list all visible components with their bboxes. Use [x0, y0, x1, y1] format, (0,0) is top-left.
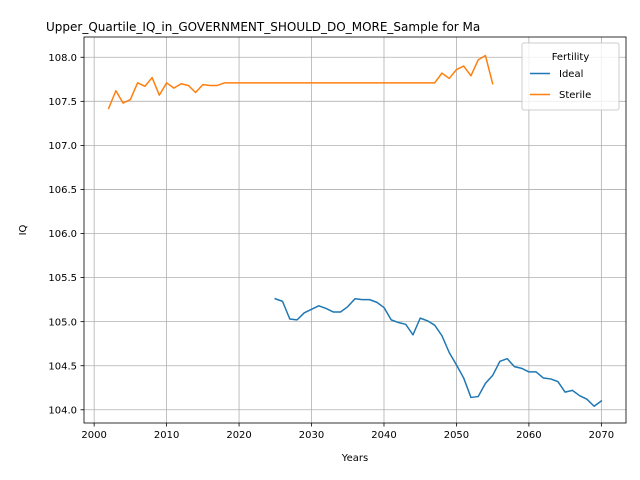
- x-tick-label: 2000: [81, 430, 106, 441]
- y-tick-label: 104.0: [48, 405, 77, 416]
- x-axis-ticks: 2000 2010 2020 2030 2040 2050 2060 2070: [81, 423, 614, 441]
- y-tick-label: 105.0: [48, 317, 77, 328]
- y-tick-label: 104.5: [48, 361, 77, 372]
- x-tick-label: 2040: [371, 430, 396, 441]
- series-layer: [107, 54, 603, 408]
- legend: Fertility Ideal Sterile: [521, 42, 620, 111]
- x-tick-label: 2010: [154, 430, 179, 441]
- y-tick-label: 107.0: [48, 141, 77, 152]
- x-tick-label: 2030: [299, 430, 324, 441]
- legend-title: Fertility: [552, 52, 590, 63]
- chart-title: Upper_Quartile_IQ_in_GOVERNMENT_SHOULD_D…: [46, 20, 480, 34]
- y-tick-label: 106.5: [48, 185, 77, 196]
- series-line-ideal: [274, 297, 603, 408]
- x-tick-label: 2020: [226, 430, 251, 441]
- y-tick-label: 106.0: [48, 229, 77, 240]
- legend-box: [521, 42, 620, 111]
- legend-label-ideal: Ideal: [559, 69, 583, 80]
- x-tick-label: 2060: [516, 430, 541, 441]
- legend-label-sterile: Sterile: [559, 90, 591, 101]
- series-line-sterile: [107, 54, 494, 110]
- y-tick-label: 105.5: [48, 273, 77, 284]
- y-tick-label: 108.0: [48, 53, 77, 64]
- x-tick-label: 2050: [444, 430, 469, 441]
- y-tick-label: 107.5: [48, 97, 77, 108]
- plot-frame: [83, 36, 627, 424]
- x-axis-label: Years: [341, 453, 368, 464]
- x-tick-label: 2070: [589, 430, 614, 441]
- legend-entries: Ideal Sterile: [530, 69, 591, 101]
- y-axis-ticks: 104.0 104.5 105.0 105.5 106.0 106.5 107.0 107.5…: [48, 53, 84, 416]
- y-axis-label: IQ: [18, 224, 29, 235]
